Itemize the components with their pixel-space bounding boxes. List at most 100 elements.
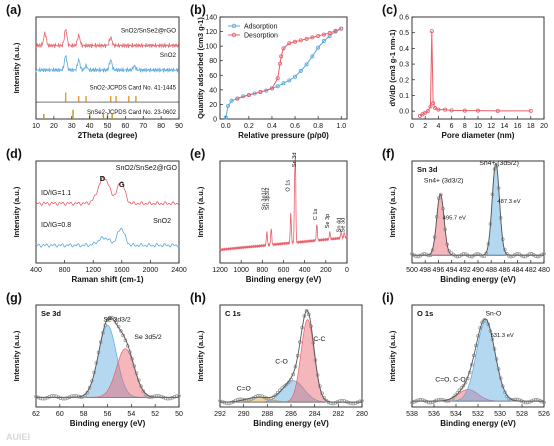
y-tick-label: 0.3 (399, 62, 409, 69)
y-tick-label: 0.2 (399, 77, 409, 84)
peak-label: C-C (313, 336, 325, 343)
distribution-line (419, 31, 531, 117)
x-tick-label: 282 (332, 411, 344, 418)
x-axis-label: Binding energy (eV) (70, 419, 146, 428)
x-tick-label: 800 (59, 267, 71, 274)
x-tick-label: 534 (450, 411, 462, 418)
core-level-title: C 1s (225, 309, 241, 318)
x-tick-label: 0 (345, 267, 349, 274)
x-tick-label: 492 (459, 267, 471, 274)
isotherm-point (298, 68, 303, 73)
raw-data-point (273, 393, 278, 397)
survey-curve (219, 155, 348, 252)
x-tick-label: 488 (485, 267, 497, 274)
xrd-curve (35, 28, 180, 49)
x-tick-label: 80 (157, 123, 165, 130)
fit-component (412, 193, 544, 256)
fit-envelope (412, 318, 544, 402)
series-label: SnO2/SnSe2@rGO (116, 165, 178, 172)
x-tick-label: 58 (80, 411, 88, 418)
x-tick-label: 50 (104, 123, 112, 130)
raw-data-point (333, 401, 338, 405)
isotherm-point (316, 45, 321, 50)
raw-data-point (461, 383, 466, 388)
isotherm-point (293, 39, 298, 44)
raw-data-point (453, 393, 458, 398)
plot-frame (411, 160, 545, 264)
legend-marker (231, 32, 237, 38)
energy-label: 531.3 eV (491, 333, 514, 339)
peak-label: Sn 3d (292, 152, 298, 167)
x-tick-label: 1.0 (336, 123, 346, 130)
raman-curve (35, 176, 180, 206)
peak-label: Se 3d3/2 (103, 317, 130, 324)
x-tick-label: 2000 (143, 267, 159, 274)
peak-label: Se 3p (325, 214, 331, 229)
y-axis-label: Intensity (a.u.) (388, 186, 397, 237)
core-level-title: Sn 3d (417, 165, 438, 174)
y-tick-label: 0.1 (399, 93, 409, 100)
y-axis-label: Intensity (a.u.) (12, 186, 21, 237)
energy-label: 495.7 eV (443, 215, 466, 221)
x-tick-label: 292 (214, 411, 226, 418)
isotherm-point (287, 78, 292, 83)
panel-letter: (a) (6, 3, 21, 17)
x-tick-label: 60 (121, 123, 129, 130)
distribution-point (495, 108, 500, 113)
isotherm-point (310, 54, 315, 59)
x-tick-label: 480 (538, 267, 550, 274)
peak-label: Se 3d (341, 218, 347, 233)
raw-data-point (34, 394, 38, 399)
isotherm-point (321, 39, 326, 44)
panel-letter: (h) (190, 291, 206, 305)
x-tick-label: 200 (320, 267, 332, 274)
y-axis-label: Intensity (a.u.) (12, 42, 21, 93)
raw-data-point (326, 400, 331, 405)
x-tick-label: 498 (419, 267, 431, 274)
plot-frame (35, 160, 180, 264)
x-tick-label: 1200 (212, 267, 228, 274)
x-tick-label: 284 (309, 411, 321, 418)
x-tick-label: 400 (30, 267, 42, 274)
x-tick-label: 0.8 (313, 123, 323, 130)
isotherm-point (316, 33, 321, 38)
x-tick-label: 532 (472, 411, 484, 418)
distribution-point (429, 29, 434, 34)
peak-label: C=O (237, 385, 251, 392)
x-tick-label: 54 (127, 411, 135, 418)
isotherm-point (293, 74, 298, 79)
raw-data-point (412, 400, 416, 404)
x-tick-label: 8 (463, 123, 467, 130)
x-axis-label: Binding energy (eV) (246, 275, 322, 284)
x-tick-label: 20 (50, 123, 58, 130)
reference-label: SnO2-JCPDS Card No. 41-1445 (90, 85, 177, 91)
panel-letter: (c) (382, 3, 397, 17)
x-tick-label: 536 (428, 411, 440, 418)
distribution-point (528, 108, 533, 113)
x-tick-label: 16 (514, 123, 522, 130)
x-tick-label: 1200 (85, 267, 101, 274)
x-tick-label: 10 (474, 123, 482, 130)
isotherm-point (310, 35, 315, 40)
y-tick-label: 120 (205, 29, 217, 36)
y-tick-label: 100 (205, 44, 217, 51)
x-tick-label: 90 (175, 123, 183, 130)
panel-letter: (f) (382, 147, 395, 161)
y-tick-label: 0.4 (399, 46, 409, 53)
core-level-title: O 1s (417, 309, 433, 318)
x-tick-label: 1600 (114, 267, 130, 274)
isotherm-point (327, 31, 332, 36)
x-tick-label: 30 (68, 123, 76, 130)
reference-label: SnSe2-JCPDS Card No. 23-0602 (87, 110, 177, 116)
isotherm-point (287, 41, 292, 46)
x-tick-label: 0 (410, 123, 414, 130)
panel-letter: (i) (382, 291, 394, 305)
y-axis-label: Intensity (a.u.) (388, 330, 397, 381)
x-tick-label: 50 (175, 411, 183, 418)
isotherm-point (278, 61, 283, 66)
distribution-point (462, 108, 467, 113)
peak-label: Sn4+ (3d5/2) (479, 160, 519, 167)
panel-e: (e) Sn 3p1/2Sn 3p3/2 O 1s Sn 3d C 1s Se 3p Sn … (190, 147, 349, 284)
